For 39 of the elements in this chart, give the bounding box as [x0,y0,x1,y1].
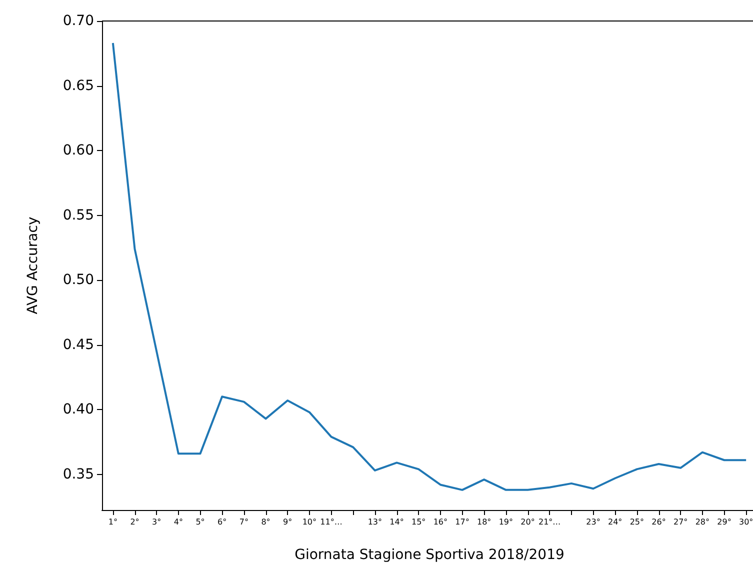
x-tick-label: 8° [261,518,270,526]
y-axis-title: AVG Accuracy [25,216,41,314]
x-tick-label: 3° [152,518,162,526]
y-tick-label: 0.55 [62,207,94,224]
x-tick-label: 21°… [538,518,561,526]
x-tick-label: 20° [520,518,535,526]
x-tick-label: 4° [174,518,183,526]
x-tick-label: 17° [455,518,470,526]
x-tick-label: 16° [433,518,448,526]
y-tick-label: 0.35 [62,466,94,482]
x-tick-label: 28° [695,518,710,526]
x-tick-label: 19° [498,518,514,526]
x-tick-label: 14° [390,518,404,526]
x-tick-label: 27° [673,518,688,526]
x-tick-label: 29° [717,518,732,526]
x-tick-label: 25° [630,518,644,526]
y-tick-label: 0.65 [62,78,94,94]
x-tick-label: 5° [196,518,205,526]
x-tick-label: 10° [302,518,317,526]
line-series [112,42,748,491]
x-tick-label: 7° [239,518,248,526]
y-tick-label: 0.50 [62,272,94,288]
x-tick-label: 26° [652,518,666,526]
y-tick-label: 0.70 [62,13,94,29]
y-tick-label: 0.45 [62,336,94,353]
x-tick-label: 9° [283,518,292,526]
x-tick-label: 6° [218,518,227,526]
x-tick-label: 30° [738,518,753,526]
x-tick-label: 23° [586,518,600,526]
x-tick-label: 13° [368,518,382,526]
x-tick-label: 15° [411,518,426,526]
y-tick-label: 0.60 [62,142,94,159]
x-axis-title: Giornata Stagione Sportiva 2018/2019 [294,547,564,563]
x-tick-label: 24° [608,518,622,526]
x-tick-label: 1° [108,518,118,526]
x-tick-label: 2° [130,518,140,526]
x-tick-label: 11°… [320,518,342,526]
x-tick-label: 18° [476,518,492,526]
y-tick-label: 0.40 [62,402,94,418]
